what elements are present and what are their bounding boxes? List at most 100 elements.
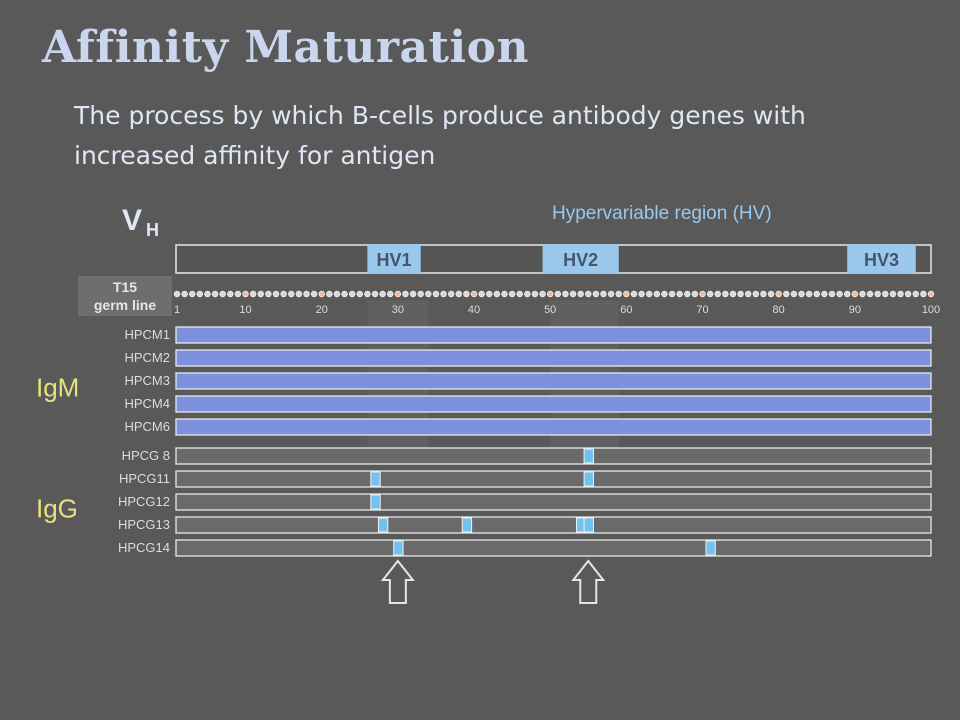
residue-dot [623, 290, 630, 298]
residue-dot [463, 290, 470, 298]
residue-dot [882, 290, 889, 298]
residue-dot [904, 290, 912, 298]
mutation-marker [583, 517, 594, 533]
tick-label: 10 [239, 304, 251, 316]
residue-dot [417, 290, 424, 298]
residue-dot [813, 290, 820, 298]
residue-dot [173, 290, 181, 298]
residue-dot [348, 290, 356, 298]
residue-dot [554, 290, 562, 298]
residue-dot [364, 290, 371, 298]
residue-dot [288, 290, 295, 298]
residue-dot [318, 290, 325, 298]
residue-dot [798, 290, 805, 298]
igg-sequence-bar [175, 493, 932, 511]
sequence-row-label: HPCM3 [124, 373, 170, 388]
residue-dot [828, 290, 836, 298]
residue-dot [714, 290, 721, 298]
tick-label: 90 [849, 304, 861, 316]
sequence-row-label: HPCG14 [118, 540, 170, 555]
residue-dot [600, 290, 607, 298]
residue-dot [402, 290, 409, 298]
residue-dot [859, 290, 866, 298]
residue-dot [912, 290, 919, 298]
residue-dot [379, 290, 386, 298]
mutation-marker [461, 517, 473, 533]
germline-label-box [78, 276, 172, 316]
igg-sequence-bar [175, 470, 932, 488]
residue-dot [630, 290, 638, 298]
tick-label: 80 [773, 304, 785, 316]
mutation-marker [583, 448, 594, 464]
germline-label-line2: germ line [94, 297, 156, 313]
sequence-row-label: HPCM4 [124, 396, 170, 411]
residue-dot [501, 290, 508, 298]
residue-dot [790, 290, 798, 298]
hv-caption: Hypervariable region (HV) [552, 203, 772, 224]
residue-dot [531, 290, 539, 298]
residue-dot [303, 290, 310, 298]
residue-dot [295, 290, 303, 298]
residue-dot [760, 290, 767, 298]
residue-dot [326, 290, 333, 298]
residue-dot [265, 290, 272, 298]
residue-dot [219, 290, 226, 298]
residue-dot [691, 290, 699, 298]
hv-region-box [542, 244, 619, 274]
sequence-row-label: HPCM1 [124, 327, 170, 342]
sequence-row-label: HPCG13 [118, 517, 170, 532]
residue-dot [546, 290, 554, 298]
residue-dot [440, 290, 447, 298]
residue-dot [592, 290, 600, 298]
sequence-row-label: HPCG12 [118, 494, 170, 509]
residue-dot [889, 290, 897, 298]
residue-dot [836, 290, 843, 298]
up-arrow-icon [380, 559, 415, 604]
residue-dot [524, 290, 531, 298]
slide-title: Affinity Maturation [42, 22, 529, 73]
residue-dot [615, 290, 622, 298]
residue-dot [638, 290, 645, 298]
residue-dot [508, 290, 516, 298]
igg-sequence-bar [175, 447, 932, 465]
mutation-marker [705, 540, 716, 556]
residue-dot [249, 290, 257, 298]
residue-dot [920, 290, 927, 298]
residue-dot [181, 290, 188, 298]
residue-dot [661, 290, 668, 298]
igg-group-label: IgG [36, 494, 78, 524]
residue-dot [775, 290, 782, 298]
residue-dot [722, 290, 729, 298]
residue-dot [927, 290, 935, 298]
residue-dot [699, 290, 706, 298]
residue-dot [455, 290, 462, 298]
residue-dot [569, 290, 577, 298]
residue-dot [653, 290, 661, 298]
residue-dot [676, 290, 683, 298]
residue-dot [387, 290, 394, 298]
hv-region-label: HV3 [864, 250, 899, 270]
residue-dot [204, 290, 211, 298]
igg-sequence-bar [175, 516, 932, 534]
mutation-marker [370, 494, 381, 510]
sequence-row-label: HPCM2 [124, 350, 170, 365]
vh-label: V [122, 204, 142, 237]
residue-dot [539, 290, 546, 298]
residue-dot [851, 290, 859, 298]
hv-region-label: HV2 [563, 250, 598, 270]
hv-region-box [367, 244, 421, 274]
residue-dot [425, 290, 432, 298]
igm-sequence-bar [175, 326, 932, 344]
residue-dot [211, 290, 219, 298]
residue-dot [409, 290, 417, 298]
residue-dot [767, 290, 775, 298]
residue-dot [821, 290, 828, 298]
tick-label: 70 [696, 304, 708, 316]
residue-dot [874, 290, 881, 298]
residue-dot [272, 290, 280, 298]
residue-dot [280, 290, 287, 298]
tick-label: 100 [922, 304, 940, 316]
residue-dot [844, 290, 851, 298]
residue-dot [752, 290, 760, 298]
